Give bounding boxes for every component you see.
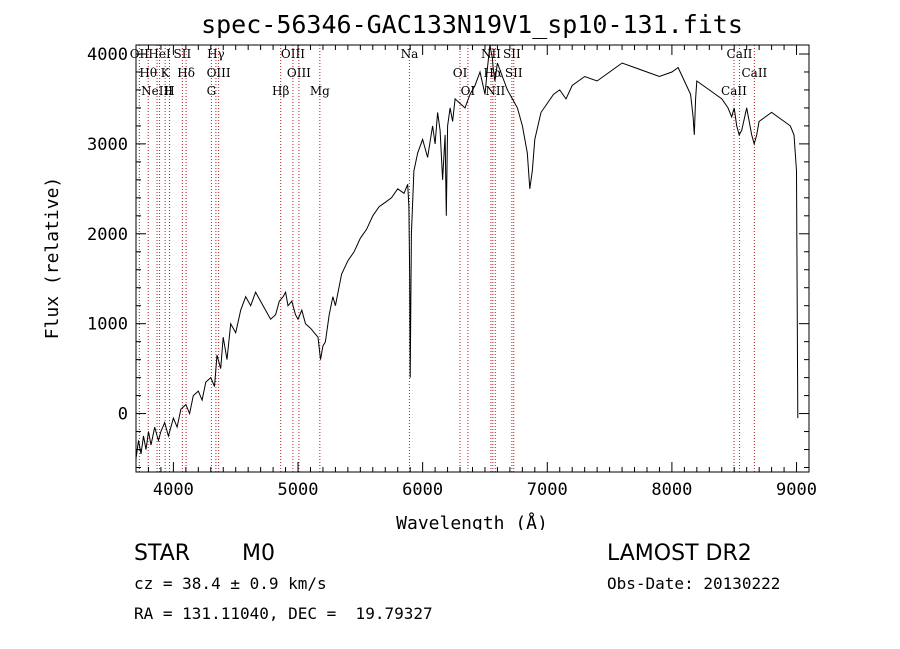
line-marker-label: G [207,84,217,98]
line-marker-label: SII [503,47,521,61]
y-tick-label: 2000 [87,225,128,245]
line-marker-label: OI [453,66,468,80]
x-tick-label: 9000 [776,480,817,500]
line-marker-label: H [164,84,174,98]
line-marker-label: Hθ [139,66,157,80]
y-tick-label: 3000 [87,135,128,155]
line-marker-label: NII [485,84,505,98]
y-tick-label: 4000 [87,45,128,65]
y-tick-label: 1000 [87,315,128,335]
x-tick-label: 7000 [527,480,568,500]
survey-name: LAMOST DR2 [607,541,752,566]
object-class: STAR [134,541,191,566]
line-marker-label: OIII [287,66,311,80]
line-marker-label: CaII [721,84,747,98]
line-marker-label: Hδ [177,66,195,80]
y-axis: 0 1000 2000 3000 4000 [87,45,809,469]
line-markers [138,45,755,472]
line-marker-label: HeI [148,47,171,61]
obs-date-text: Obs-Date: 20130222 [607,574,781,593]
line-marker-label: SII [505,66,523,80]
x-tick-label: 6000 [402,480,443,500]
y-tick-label: 0 [118,405,128,425]
spectrum-line [135,44,799,459]
line-marker-label: Hγ [207,47,225,61]
line-marker-label: OI [461,84,476,98]
redshift-text: cz = 38.4 ± 0.9 km/s [134,574,327,593]
line-marker-label: Na [401,47,419,61]
line-marker-label: OIII [207,66,231,80]
x-axis-label: Wavelength (Å) [396,512,548,530]
line-marker-label: Hα [484,66,503,80]
object-subclass: M0 [242,541,275,566]
line-marker-label: Hβ [272,84,289,98]
line-marker-label: OIII [281,47,305,61]
x-tick-label: 8000 [651,480,692,500]
line-marker-label: CaII [727,47,753,61]
spectrum-chart: spec-56346-GAC133N19V1_sp10-131.fits OII… [42,10,817,530]
x-tick-label: 4000 [153,480,194,500]
line-marker-label: SII [174,47,192,61]
line-marker-label: K [161,66,171,80]
chart-title: spec-56346-GAC133N19V1_sp10-131.fits [201,10,743,39]
line-marker-label: NeIII [141,84,173,98]
x-axis: 4000 5000 6000 7000 8000 9000 [147,45,817,500]
plot-frame [135,44,810,473]
coordinates-text: RA = 131.11040, DEC = 19.79327 [134,604,433,623]
x-tick-label: 5000 [278,480,319,500]
line-marker-labels: OIIHθNeIIIHeIKHSIIHδGHγOIIIHβOIIIOIIIMgN… [130,47,768,98]
line-marker-label: Mg [310,84,330,98]
y-axis-label: Flux (relative) [42,177,63,340]
line-marker-label: CaII [741,66,767,80]
